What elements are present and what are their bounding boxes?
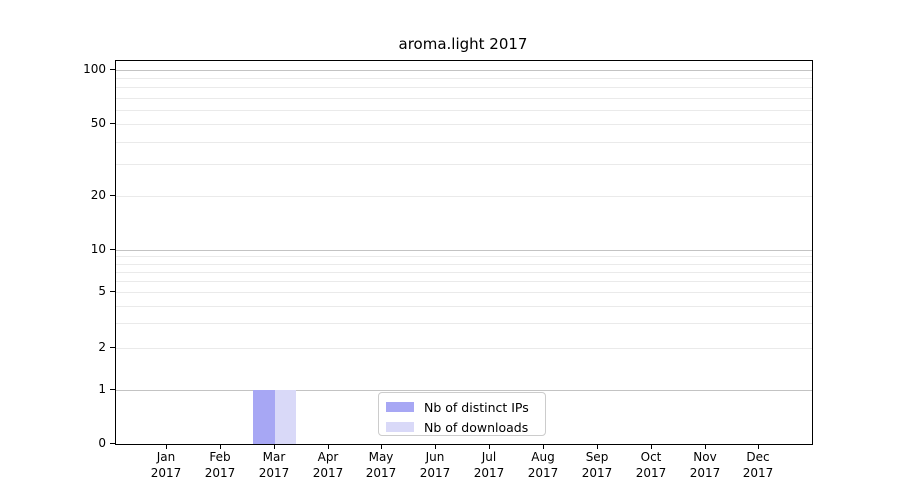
x-tick-mark xyxy=(543,444,544,449)
chart-title: aroma.light 2017 xyxy=(398,35,528,53)
y-tick-label: 0 xyxy=(98,436,106,450)
y-gridline xyxy=(116,323,812,324)
y-gridline xyxy=(116,78,812,79)
y-tick-mark xyxy=(110,195,115,196)
y-gridline xyxy=(116,124,812,125)
y-gridline xyxy=(116,281,812,282)
y-gridline xyxy=(116,98,812,99)
y-gridline xyxy=(116,87,812,88)
x-tick-label: Feb 2017 xyxy=(204,450,236,480)
y-gridline xyxy=(116,196,812,197)
legend-label-distinct-ips: Nb of distinct IPs xyxy=(424,399,529,415)
y-gridline xyxy=(116,142,812,143)
x-tick-mark xyxy=(489,444,490,449)
y-tick-mark xyxy=(110,123,115,124)
y-tick-label: 20 xyxy=(90,188,106,202)
x-tick-label: Mar 2017 xyxy=(258,450,290,480)
y-tick-label: 10 xyxy=(90,242,106,256)
x-tick-label: Dec 2017 xyxy=(742,450,774,480)
y-gridline xyxy=(116,390,812,391)
x-tick-mark xyxy=(166,444,167,449)
y-tick-label: 100 xyxy=(83,62,106,76)
x-tick-label: Oct 2017 xyxy=(635,450,667,480)
y-gridline xyxy=(116,292,812,293)
x-tick-mark xyxy=(758,444,759,449)
y-tick-mark xyxy=(110,389,115,390)
legend-item-distinct-ips: Nb of distinct IPs xyxy=(386,399,537,415)
y-tick-mark xyxy=(110,347,115,348)
y-tick-label: 1 xyxy=(98,382,106,396)
y-gridline xyxy=(116,70,812,71)
bar-downloads xyxy=(274,390,297,444)
x-tick-label: Jul 2017 xyxy=(473,450,505,480)
y-gridline xyxy=(116,272,812,273)
y-gridline xyxy=(116,110,812,111)
x-tick-label: Jun 2017 xyxy=(419,450,451,480)
x-tick-mark xyxy=(597,444,598,449)
x-tick-label: Jan 2017 xyxy=(150,450,182,480)
y-gridline xyxy=(116,306,812,307)
y-gridline xyxy=(116,164,812,165)
y-tick-mark xyxy=(110,69,115,70)
y-tick-mark xyxy=(110,291,115,292)
legend-item-downloads: Nb of downloads xyxy=(386,419,537,435)
y-gridline xyxy=(116,256,812,257)
x-tick-mark xyxy=(328,444,329,449)
y-gridline xyxy=(116,250,812,251)
y-gridline xyxy=(116,264,812,265)
x-tick-mark xyxy=(381,444,382,449)
x-tick-mark xyxy=(220,444,221,449)
bar-distinct-ips xyxy=(253,390,275,444)
y-tick-label: 5 xyxy=(98,284,106,298)
downloads-swatch xyxy=(386,422,414,432)
y-tick-label: 50 xyxy=(90,116,106,130)
y-tick-mark xyxy=(110,249,115,250)
x-tick-label: May 2017 xyxy=(365,450,397,480)
x-tick-label: Nov 2017 xyxy=(689,450,721,480)
y-tick-mark xyxy=(110,443,115,444)
plot-area xyxy=(115,60,813,445)
legend-label-downloads: Nb of downloads xyxy=(424,419,529,435)
x-tick-mark xyxy=(651,444,652,449)
x-tick-label: Sep 2017 xyxy=(581,450,613,480)
y-gridline xyxy=(116,348,812,349)
distinct-ips-swatch xyxy=(386,402,414,412)
x-tick-label: Aug 2017 xyxy=(527,450,559,480)
x-tick-mark xyxy=(705,444,706,449)
legend: Nb of distinct IPs Nb of downloads xyxy=(378,392,546,436)
x-tick-label: Apr 2017 xyxy=(312,450,344,480)
x-tick-mark xyxy=(435,444,436,449)
x-tick-mark xyxy=(274,444,275,449)
y-tick-label: 2 xyxy=(98,340,106,354)
